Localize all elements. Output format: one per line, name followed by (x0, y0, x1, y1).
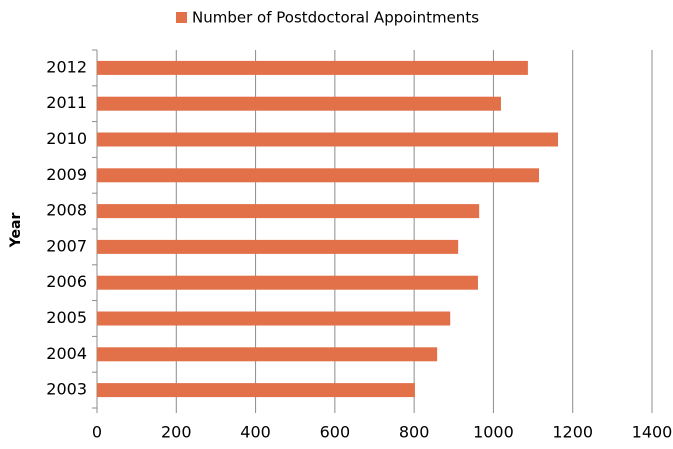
y-tick-label: 2004 (46, 344, 87, 363)
y-tick-label: 2007 (46, 236, 87, 255)
legend-text: Number of Postdoctoral Appointments (192, 9, 479, 27)
x-tick-label: 1400 (632, 423, 673, 442)
x-tick-label: 1000 (473, 423, 514, 442)
bar (97, 96, 501, 111)
y-tick-label: 2010 (46, 129, 87, 148)
bar (97, 60, 528, 75)
x-tick-label: 800 (399, 423, 430, 442)
x-tick-label: 600 (320, 423, 351, 442)
y-tick-label: 2005 (46, 308, 87, 327)
legend-swatch (176, 12, 187, 23)
y-axis-label: Year (8, 213, 24, 249)
x-tick-label: 1200 (552, 423, 593, 442)
bar (97, 383, 415, 398)
x-tick-label: 200 (161, 423, 192, 442)
x-tick-label: 0 (92, 423, 102, 442)
bar (97, 132, 559, 147)
bar (97, 347, 438, 362)
bar (97, 204, 480, 219)
y-tick-label: 2008 (46, 201, 87, 220)
x-tick-label: 400 (240, 423, 271, 442)
y-tick-label: 2012 (46, 57, 87, 76)
bar (97, 239, 459, 254)
y-tick-label: 2011 (46, 93, 87, 112)
bar (97, 168, 540, 183)
bar (97, 311, 451, 326)
y-tick-label: 2003 (46, 380, 87, 399)
bar (97, 275, 478, 290)
y-tick-label: 2006 (46, 272, 87, 291)
y-tick-label: 2009 (46, 165, 87, 184)
